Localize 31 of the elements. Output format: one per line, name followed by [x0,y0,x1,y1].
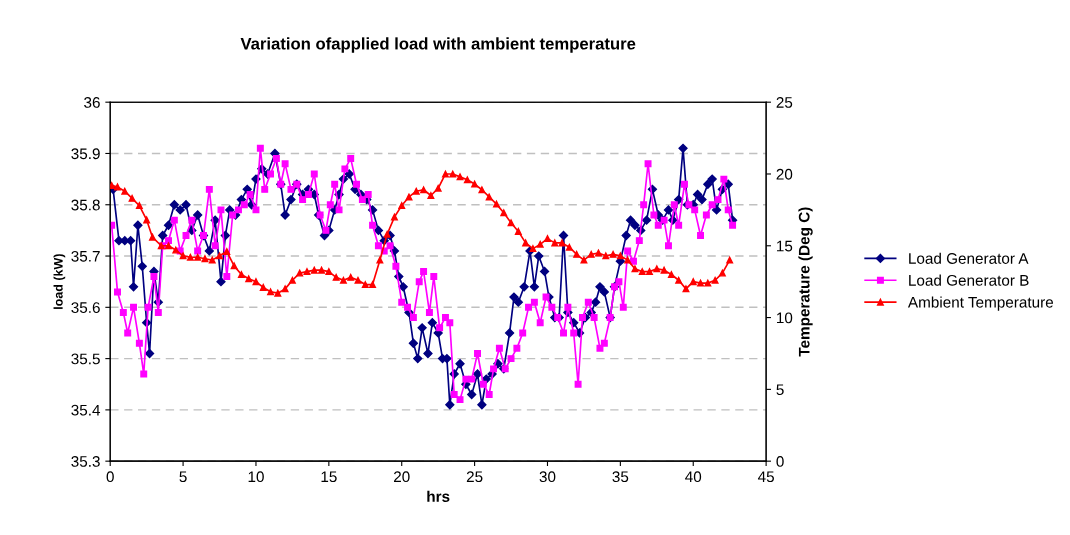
x-tick-label: 15 [321,471,337,483]
y-tick-label: 35.3 [71,456,100,467]
y-tick-label: 35.4 [71,404,101,416]
x-tick-label: 30 [539,471,556,483]
y2-tick-label: 10 [777,312,793,324]
x-tick-label: 10 [248,471,264,483]
y-tick-label: 35.6 [71,302,100,314]
y-tick-label: 35.8 [71,199,100,211]
legend-label: Ambient Temperature [907,296,1054,311]
chart-title: Variation ofapplied load with ambient temperature [240,37,636,53]
y-tick-label: 35.5 [71,353,100,365]
x-tick-label: 45 [757,471,774,483]
x-tick-label: 0 [106,471,114,483]
y-tick-label: 35.7 [71,250,100,262]
legend-label: Load Generator A [909,252,1029,264]
x-tick-label: 20 [394,471,410,483]
y2-axis-title: Temperature (Deg C) [798,207,813,357]
y2-tick-label: 20 [776,168,793,180]
y2-tick-label: 0 [776,456,784,467]
y-tick-label: 35.9 [71,148,100,160]
x-tick-label: 25 [466,471,483,483]
legend-label: Load Generator B [909,274,1029,286]
y2-tick-label: 5 [776,384,784,396]
x-tick-label: 35 [612,471,629,483]
x-axis-title: hrs [427,490,450,502]
x-tick-label: 40 [685,471,702,483]
y2-tick-label: 15 [777,240,793,252]
y-tick-label: 36 [84,97,100,108]
y-axis-title: load (kW) [53,254,66,309]
x-tick-label: 5 [179,471,187,483]
y2-tick-label: 25 [776,97,793,108]
